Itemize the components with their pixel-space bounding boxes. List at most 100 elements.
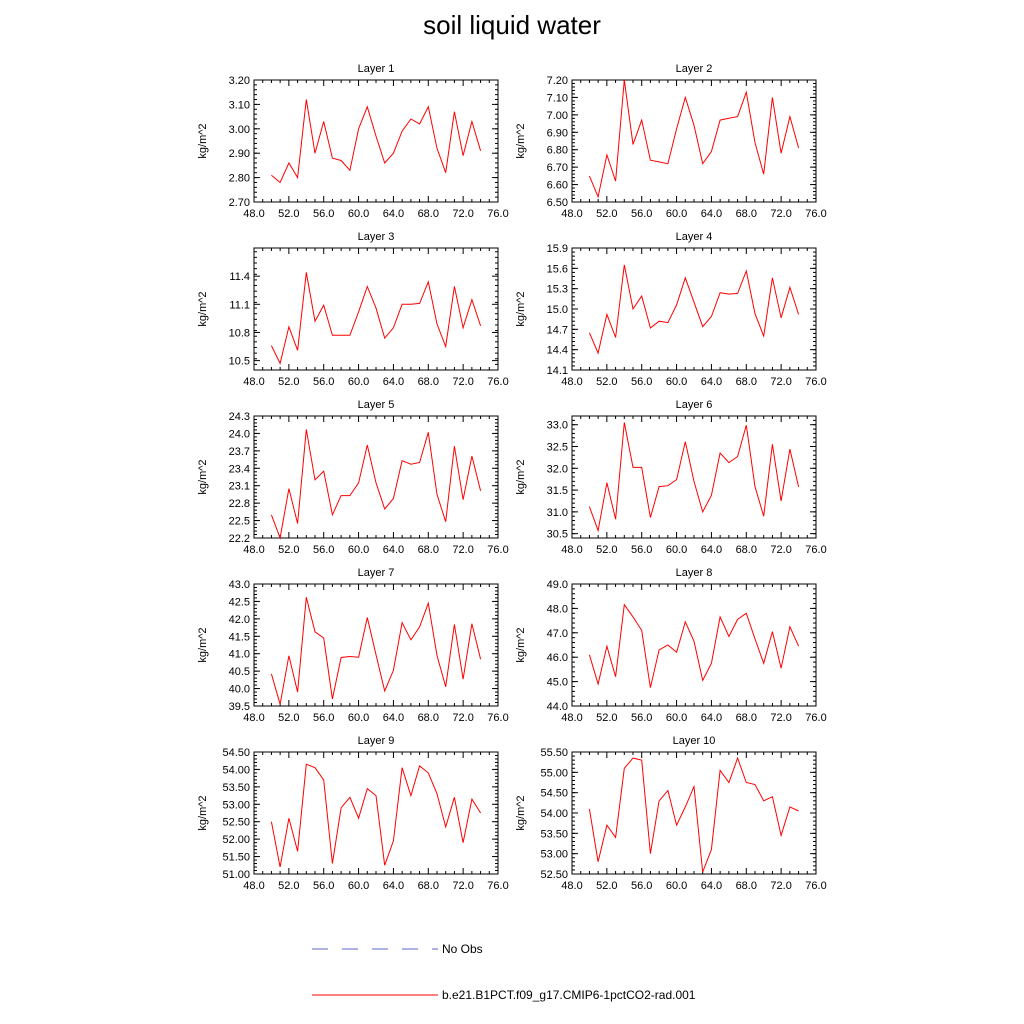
x-tick-label: 60.0	[666, 376, 687, 388]
panel-layer-6: Layer 6 kg/m^2 48.0 52.0 56.0 60.0 64.0 68.0 72.…	[515, 399, 827, 556]
series-line	[270, 272, 482, 365]
x-tick-label: 48.0	[561, 880, 582, 892]
series-line	[588, 264, 800, 355]
x-tick-label: 64.0	[701, 544, 722, 556]
y-axis-label: kg/m^2	[197, 459, 209, 494]
y-axis-label: kg/m^2	[515, 123, 527, 158]
series-line	[588, 603, 800, 688]
y-tick-label: 31.0	[547, 507, 568, 519]
x-tick-label: 52.0	[278, 712, 299, 724]
x-tick-label: 48.0	[243, 880, 264, 892]
panel-layer-8: Layer 8 kg/m^2 48.0 52.0 56.0 60.0 64.0 68.0 72.…	[515, 567, 827, 724]
x-tick-label: 76.0	[487, 208, 508, 220]
y-tick-label: 40.0	[229, 684, 250, 696]
x-tick-label: 60.0	[348, 880, 369, 892]
y-tick-label: 53.00	[222, 799, 250, 811]
panel-layer-10: Layer 10 kg/m^2 48.0 52.0 56.0 60.0 64.0 68.0 72…	[515, 735, 827, 892]
y-tick-label: 2.80	[229, 173, 250, 185]
panel-layer-2: Layer 2 kg/m^2 48.0 52.0 56.0 60.0 64.0 68.0 72.…	[515, 63, 827, 220]
y-tick-label: 43.0	[229, 579, 250, 591]
y-tick-label: 42.0	[229, 614, 250, 626]
x-tick-label: 68.0	[418, 376, 439, 388]
x-tick-label: 72.0	[770, 376, 791, 388]
y-tick-label: 23.7	[229, 446, 250, 458]
plot-frame	[253, 583, 499, 707]
y-axis-label: kg/m^2	[197, 627, 209, 662]
x-tick-label: 68.0	[736, 376, 757, 388]
panel-title: Layer 8	[676, 567, 713, 579]
y-tick-label: 23.4	[229, 463, 250, 475]
x-tick-label: 56.0	[631, 880, 652, 892]
x-tick-label: 60.0	[348, 376, 369, 388]
y-axis-label: kg/m^2	[197, 795, 209, 830]
x-tick-label: 76.0	[805, 712, 826, 724]
y-tick-label: 49.0	[547, 579, 568, 591]
x-tick-label: 76.0	[487, 712, 508, 724]
y-tick-label: 3.10	[229, 99, 250, 111]
x-tick-label: 52.0	[278, 376, 299, 388]
panel-title: Layer 4	[676, 231, 713, 243]
x-tick-label: 60.0	[666, 208, 687, 220]
x-tick-label: 64.0	[701, 880, 722, 892]
y-tick-label: 54.50	[540, 788, 568, 800]
x-tick-label: 68.0	[736, 712, 757, 724]
y-tick-label: 2.70	[229, 197, 250, 209]
x-tick-label: 76.0	[805, 544, 826, 556]
y-tick-label: 53.50	[222, 782, 250, 794]
y-tick-label: 55.50	[540, 747, 568, 759]
x-tick-label: 56.0	[313, 712, 334, 724]
series-line	[270, 429, 482, 540]
x-tick-label: 56.0	[313, 208, 334, 220]
y-tick-label: 44.0	[547, 701, 568, 713]
x-tick-label: 56.0	[631, 208, 652, 220]
y-tick-label: 3.00	[229, 124, 250, 136]
x-tick-label: 48.0	[561, 376, 582, 388]
y-tick-label: 6.60	[547, 180, 568, 192]
x-tick-label: 48.0	[243, 208, 264, 220]
x-tick-label: 52.0	[278, 544, 299, 556]
y-tick-label: 52.50	[222, 817, 250, 829]
y-tick-label: 14.7	[547, 324, 568, 336]
y-tick-label: 11.4	[229, 271, 250, 283]
x-tick-label: 68.0	[418, 712, 439, 724]
series-line	[588, 422, 800, 533]
y-axis-label: kg/m^2	[515, 459, 527, 494]
x-tick-label: 64.0	[383, 544, 404, 556]
y-tick-label: 41.0	[229, 649, 250, 661]
x-tick-label: 60.0	[666, 712, 687, 724]
x-tick-label: 64.0	[701, 376, 722, 388]
x-tick-label: 56.0	[313, 880, 334, 892]
y-tick-label: 54.00	[540, 808, 568, 820]
y-tick-label: 6.80	[547, 145, 568, 157]
y-tick-label: 22.2	[229, 533, 250, 545]
x-tick-label: 72.0	[452, 544, 473, 556]
x-tick-label: 64.0	[701, 712, 722, 724]
y-tick-label: 54.00	[222, 764, 250, 776]
panel-title: Layer 5	[358, 399, 395, 411]
y-tick-label: 14.4	[547, 345, 568, 357]
y-axis-label: kg/m^2	[197, 291, 209, 326]
y-tick-label: 39.5	[229, 701, 250, 713]
y-tick-label: 15.9	[547, 243, 568, 255]
x-tick-label: 68.0	[418, 544, 439, 556]
panel-layer-3: Layer 3 kg/m^2 48.0 52.0 56.0 60.0 64.0 68.0 72.…	[197, 231, 509, 388]
x-tick-label: 48.0	[243, 376, 264, 388]
y-tick-label: 2.90	[229, 148, 250, 160]
x-tick-label: 60.0	[666, 880, 687, 892]
x-tick-label: 68.0	[736, 208, 757, 220]
y-tick-label: 22.5	[229, 516, 250, 528]
x-tick-label: 56.0	[313, 544, 334, 556]
x-tick-label: 48.0	[561, 712, 582, 724]
x-tick-label: 72.0	[770, 544, 791, 556]
panel-title: Layer 9	[358, 735, 395, 747]
x-tick-label: 76.0	[487, 544, 508, 556]
y-tick-label: 48.0	[547, 603, 568, 615]
y-tick-label: 7.00	[547, 110, 568, 122]
x-tick-label: 72.0	[770, 208, 791, 220]
panel-title: Layer 1	[358, 63, 395, 75]
x-tick-label: 68.0	[418, 880, 439, 892]
x-tick-label: 64.0	[383, 208, 404, 220]
x-tick-label: 64.0	[701, 208, 722, 220]
x-tick-label: 52.0	[278, 208, 299, 220]
